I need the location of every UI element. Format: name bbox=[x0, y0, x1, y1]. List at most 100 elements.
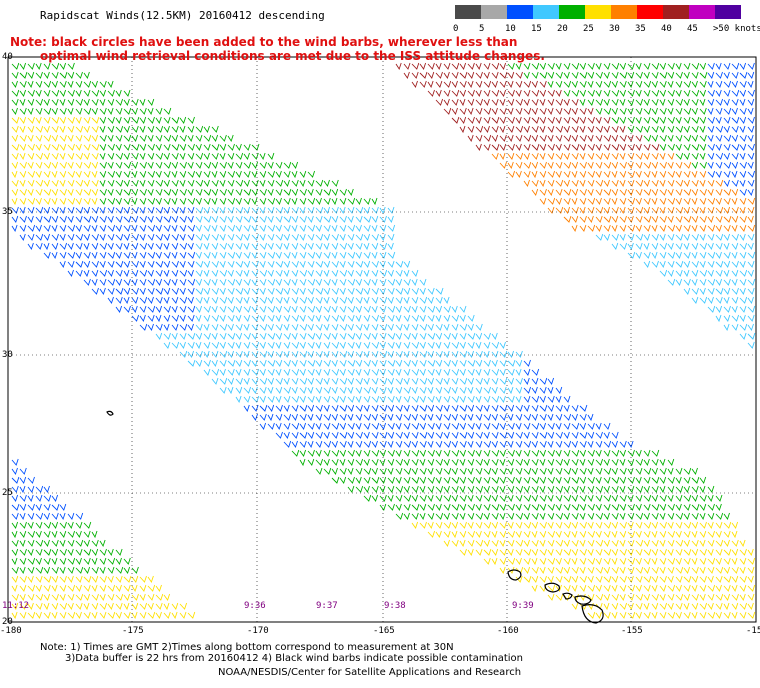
wind-barb bbox=[11, 143, 20, 151]
wind-barb bbox=[603, 143, 611, 151]
wind-barb bbox=[387, 377, 395, 385]
wind-barb bbox=[603, 62, 611, 70]
wind-barb bbox=[531, 422, 540, 430]
wind-barb bbox=[483, 368, 491, 376]
wind-barb bbox=[435, 458, 444, 466]
wind-barb bbox=[155, 593, 164, 601]
wind-barb bbox=[187, 242, 194, 251]
wind-barb bbox=[99, 611, 107, 619]
wind-barb bbox=[539, 566, 546, 575]
wind-barb bbox=[283, 368, 291, 376]
wind-barb bbox=[275, 323, 283, 331]
wind-barb bbox=[323, 269, 330, 278]
wind-barb bbox=[387, 314, 395, 322]
wind-barb bbox=[707, 62, 715, 70]
wind-barb bbox=[579, 431, 588, 439]
wind-barb bbox=[579, 575, 587, 583]
wind-barb bbox=[35, 134, 43, 142]
wind-barb bbox=[83, 161, 92, 169]
wind-barb bbox=[579, 440, 587, 448]
wind-barb bbox=[11, 602, 19, 610]
wind-barb bbox=[363, 494, 372, 502]
wind-barb bbox=[627, 233, 635, 241]
wind-barb bbox=[515, 530, 522, 539]
wind-barb bbox=[75, 206, 84, 214]
wind-barb bbox=[387, 395, 395, 403]
wind-barb bbox=[35, 602, 43, 610]
wind-barb bbox=[475, 98, 484, 106]
wind-barb bbox=[43, 530, 51, 538]
wind-barb bbox=[179, 125, 186, 134]
wind-barb bbox=[451, 323, 459, 331]
wind-barb bbox=[291, 269, 299, 277]
wind-barb bbox=[371, 251, 378, 260]
wind-barb bbox=[731, 287, 739, 295]
wind-barb bbox=[691, 494, 699, 502]
wind-barb bbox=[283, 296, 290, 305]
wind-barb bbox=[203, 143, 211, 151]
wind-barb bbox=[51, 107, 58, 115]
wind-barb bbox=[523, 485, 530, 493]
wind-barb bbox=[611, 188, 619, 196]
wind-barb bbox=[475, 539, 484, 547]
wind-barb bbox=[563, 206, 571, 214]
wind-barb bbox=[683, 161, 692, 169]
wind-barb bbox=[563, 575, 572, 583]
wind-barb bbox=[99, 125, 106, 134]
wind-barb bbox=[659, 80, 667, 88]
wind-barb bbox=[19, 134, 27, 142]
wind-barb bbox=[395, 278, 403, 286]
wind-barb bbox=[627, 494, 634, 503]
wind-barb bbox=[187, 134, 194, 143]
wind-barb bbox=[115, 575, 123, 583]
wind-barb bbox=[595, 71, 603, 79]
wind-barb bbox=[43, 197, 51, 205]
wind-barb bbox=[67, 197, 76, 205]
wind-barb bbox=[299, 395, 306, 403]
wind-barb bbox=[43, 521, 52, 529]
wind-barb bbox=[11, 116, 20, 124]
wind-barb bbox=[91, 278, 98, 287]
wind-barb bbox=[243, 269, 250, 278]
wind-barb bbox=[195, 179, 204, 187]
wind-barb bbox=[203, 323, 210, 332]
wind-barb bbox=[619, 71, 628, 79]
wind-barb bbox=[595, 557, 602, 565]
wind-barb bbox=[11, 584, 18, 593]
wind-barb bbox=[643, 251, 651, 259]
wind-barb bbox=[643, 242, 650, 251]
wind-barb bbox=[419, 368, 426, 376]
wind-barb bbox=[283, 350, 290, 359]
wind-barb bbox=[275, 296, 283, 304]
wind-barb bbox=[107, 593, 115, 601]
wind-barb bbox=[715, 107, 723, 115]
wind-barb bbox=[211, 368, 220, 376]
wind-barb bbox=[451, 530, 458, 539]
wind-barb bbox=[579, 422, 587, 430]
wind-barb bbox=[539, 161, 547, 169]
wind-barb bbox=[651, 584, 658, 593]
wind-barb bbox=[331, 269, 339, 277]
wind-swath bbox=[395, 62, 756, 349]
wind-barb bbox=[267, 242, 274, 251]
wind-barb bbox=[531, 431, 539, 439]
wind-barb bbox=[571, 557, 578, 566]
wind-barb bbox=[139, 296, 148, 304]
wind-barb bbox=[163, 611, 171, 619]
wind-barb bbox=[659, 71, 668, 79]
wind-barb bbox=[611, 503, 620, 511]
wind-barb bbox=[299, 287, 306, 296]
wind-barb bbox=[387, 305, 396, 313]
wind-barb bbox=[107, 152, 115, 160]
wind-barb bbox=[579, 89, 587, 97]
wind-barb bbox=[275, 395, 282, 404]
wind-barb bbox=[539, 125, 546, 134]
wind-barb bbox=[499, 350, 508, 358]
wind-barb bbox=[171, 287, 179, 295]
wind-barb bbox=[339, 386, 347, 394]
wind-barb bbox=[35, 125, 44, 133]
wind-barb bbox=[675, 260, 684, 268]
wind-barb bbox=[131, 107, 138, 115]
wind-barb bbox=[123, 557, 131, 565]
wind-barb bbox=[315, 287, 324, 295]
